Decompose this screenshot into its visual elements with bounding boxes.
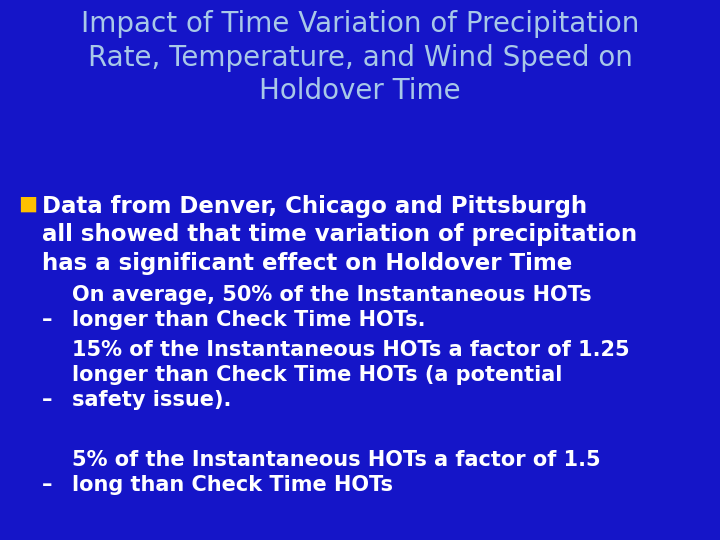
Text: 5% of the Instantaneous HOTs a factor of 1.5
long than Check Time HOTs: 5% of the Instantaneous HOTs a factor of… [72, 450, 600, 495]
Text: Impact of Time Variation of Precipitation
Rate, Temperature, and Wind Speed on
H: Impact of Time Variation of Precipitatio… [81, 10, 639, 105]
Text: Data from Denver, Chicago and Pittsburgh
all showed that time variation of preci: Data from Denver, Chicago and Pittsburgh… [42, 195, 637, 275]
Text: –: – [42, 390, 53, 410]
Text: –: – [42, 310, 53, 330]
Text: 15% of the Instantaneous HOTs a factor of 1.25
longer than Check Time HOTs (a po: 15% of the Instantaneous HOTs a factor o… [72, 340, 629, 410]
Text: –: – [42, 475, 53, 495]
Text: On average, 50% of the Instantaneous HOTs
longer than Check Time HOTs.: On average, 50% of the Instantaneous HOT… [72, 285, 592, 330]
Text: ■: ■ [18, 195, 37, 214]
